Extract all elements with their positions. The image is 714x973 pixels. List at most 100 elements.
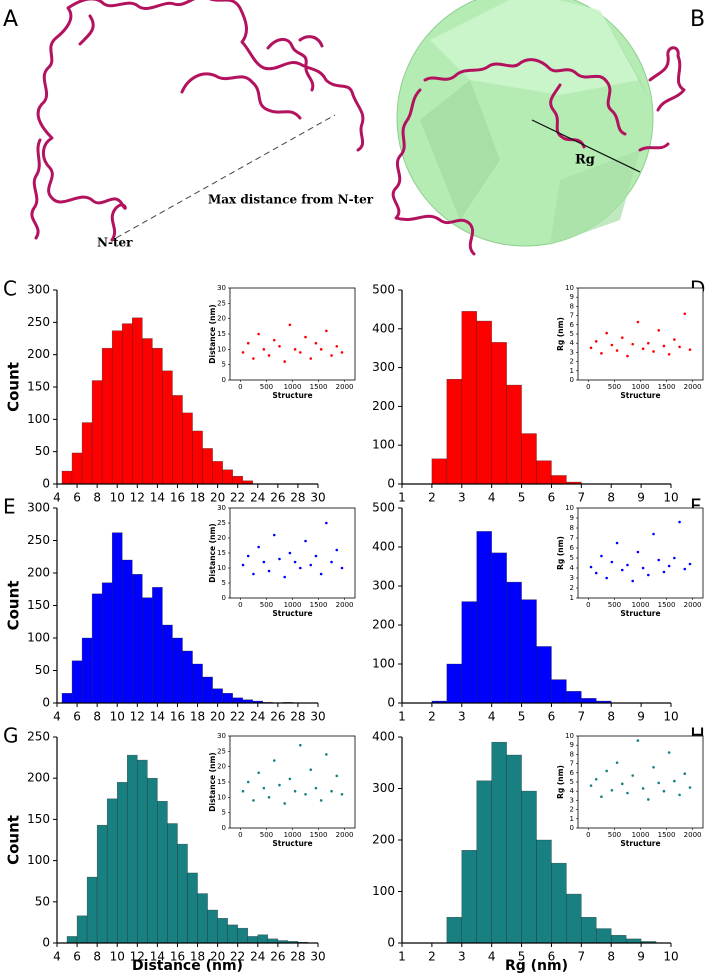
bar <box>157 801 168 944</box>
x-tick-label: 2 <box>428 950 436 964</box>
inset-y-tick-label: 7 <box>570 534 574 542</box>
x-tick-label: 4 <box>53 950 61 964</box>
x-tick-label: 6 <box>73 491 81 505</box>
inset-x-tick-label: 500 <box>260 831 273 839</box>
x-tick-label: 9 <box>637 950 645 964</box>
scatter-point <box>272 533 276 537</box>
bar <box>446 917 463 944</box>
panel-letter: E <box>3 495 16 519</box>
x-tick-label: 3 <box>458 950 466 964</box>
scatter-point <box>673 338 676 341</box>
inset-x-tick-label: 0 <box>586 601 590 609</box>
scatter-point <box>594 340 598 343</box>
inset-y-tick-label: 3 <box>570 348 574 356</box>
bar <box>152 587 163 704</box>
x-tick-label: 24 <box>250 710 265 724</box>
scatter-point <box>330 354 333 357</box>
inset-y-tick-label: 8 <box>570 524 574 532</box>
bar <box>212 688 223 704</box>
panel-b-structure: Rg B <box>391 0 705 256</box>
inset-y-tick-label: 1 <box>570 594 574 602</box>
scatter-point <box>252 799 255 802</box>
scatter-point <box>678 345 681 349</box>
inset-y-tick-label: 3 <box>570 796 574 804</box>
scatter-point <box>688 562 692 566</box>
inset-y-tick-label: 2 <box>570 584 574 592</box>
x-tick-label: 26 <box>270 710 285 724</box>
scatter-point <box>278 783 281 787</box>
inset-x-tick-label: 500 <box>260 601 273 609</box>
x-tick-label: 20 <box>210 950 225 964</box>
scatter-point <box>683 567 687 571</box>
bar <box>142 338 153 485</box>
scatter-point <box>631 342 634 346</box>
x-tick-label: 22 <box>230 491 245 505</box>
y-tick-label: 200 <box>27 771 50 785</box>
scatter-point <box>605 331 608 335</box>
inset-y-tick-label: 10 <box>565 504 574 512</box>
y-tick-label: 500 <box>372 501 395 515</box>
inset-x-label: Structure <box>620 391 660 400</box>
bar <box>106 798 118 944</box>
facet <box>550 150 640 245</box>
scatter-point <box>673 779 676 783</box>
inset-y-tick-label: 9 <box>570 514 574 522</box>
inset-y-tick-label: 5 <box>570 554 574 562</box>
scatter-point <box>319 572 323 576</box>
inset-x-tick-label: 1500 <box>310 601 328 609</box>
bar <box>111 532 123 704</box>
bar <box>237 927 248 944</box>
inset-y-tick-label: 7 <box>570 760 574 768</box>
scatter-point <box>615 761 619 764</box>
bar <box>177 843 188 944</box>
bar <box>581 698 597 704</box>
x-tick-label: 6 <box>73 950 81 964</box>
x-tick-label: 12 <box>130 950 145 964</box>
scatter-point <box>610 343 614 347</box>
bar <box>91 380 103 485</box>
facet <box>420 80 500 220</box>
x-tick-label: 14 <box>150 710 165 724</box>
scatter-point <box>626 354 629 358</box>
inset-y-tick-label: 9 <box>570 293 574 301</box>
bar <box>162 624 173 704</box>
scatter-point <box>257 332 260 336</box>
scatter-point <box>335 548 339 552</box>
bar <box>446 663 463 704</box>
y-tick-label: 250 <box>27 315 50 329</box>
inset-x-tick-label: 500 <box>260 383 273 391</box>
inset-frame <box>577 735 704 829</box>
scatter-point <box>610 788 614 792</box>
scatter-point <box>309 563 313 567</box>
bar <box>536 460 552 485</box>
y-tick-label: 300 <box>372 781 395 795</box>
bar <box>446 378 463 485</box>
x-tick-label: 14 <box>150 950 165 964</box>
bar <box>71 660 83 704</box>
bar <box>227 924 238 944</box>
scatter-point <box>241 563 245 567</box>
x-tick-label: 7 <box>578 491 586 505</box>
x-tick-label: 9 <box>637 491 645 505</box>
max-distance-line <box>115 114 336 239</box>
x-tick-label: 16 <box>170 491 185 505</box>
bar <box>207 909 218 944</box>
x-tick-label: 5 <box>518 710 526 724</box>
y-tick-label: 200 <box>372 618 395 632</box>
scatter-point <box>262 560 266 564</box>
bar <box>76 915 88 944</box>
scatter-point <box>662 789 666 793</box>
inset-y-label: Rg (nm) <box>556 536 565 570</box>
protein-chain <box>30 0 365 242</box>
bar <box>551 679 567 704</box>
x-tick-label: 4 <box>488 950 496 964</box>
y-tick-label: 100 <box>372 884 395 898</box>
inset-x-tick-label: 1500 <box>658 383 676 391</box>
x-tick-label: 6 <box>73 710 81 724</box>
bar <box>61 470 73 485</box>
inset-x-label: Structure <box>272 839 312 848</box>
scatter-point <box>304 335 307 339</box>
inset-y-tick-label: 6 <box>570 769 575 777</box>
x-tick-label: 8 <box>607 491 615 505</box>
inset-y-tick-label: 15 <box>217 778 226 786</box>
